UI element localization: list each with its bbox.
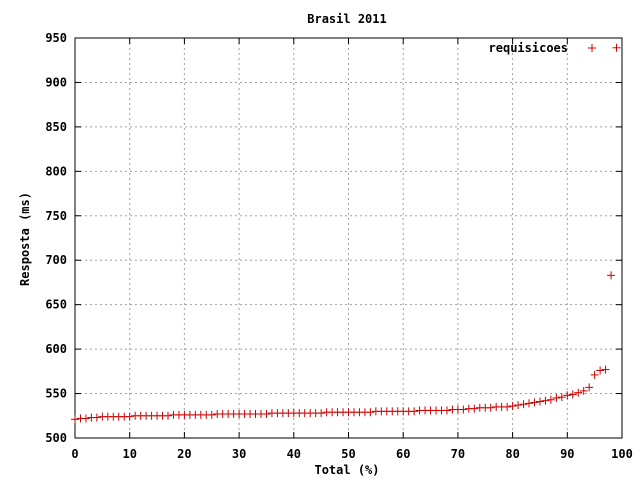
legend-marker: [588, 44, 596, 52]
data-point: [568, 390, 577, 399]
plot-border: [74, 37, 623, 439]
y-tick-label: 900: [45, 75, 67, 89]
x-tick-label: 60: [396, 447, 410, 461]
data-point: [442, 406, 451, 415]
x-tick-labels: 0 10 20 30 40 50 60 70 80 90 100: [71, 447, 632, 461]
grid-layer: [75, 38, 622, 438]
x-tick-label: 0: [71, 447, 78, 461]
y-tick-label: 500: [45, 431, 67, 445]
data-point: [125, 412, 134, 421]
legend-marker-symbol: [588, 44, 596, 52]
x-tick-label: 90: [560, 447, 574, 461]
x-tick-label: 10: [122, 447, 136, 461]
y-tick-label: 700: [45, 253, 67, 267]
y-tick-label: 850: [45, 120, 67, 134]
data-point: [546, 395, 555, 404]
x-tick-label: 100: [611, 447, 633, 461]
data-point: [530, 398, 539, 407]
data-point: [612, 43, 621, 52]
data-points: [71, 43, 621, 424]
data-point: [596, 366, 605, 375]
legend: requisicoes: [489, 41, 596, 55]
data-point: [71, 415, 79, 424]
y-tick-label: 750: [45, 209, 67, 223]
x-axis-title: Total (%): [314, 463, 379, 477]
y-tick-label: 550: [45, 387, 67, 401]
data-point: [92, 413, 101, 422]
data-point: [317, 409, 326, 418]
y-tick-label: 950: [45, 31, 67, 45]
y-tick-label: 650: [45, 298, 67, 312]
data-point: [508, 402, 517, 410]
y-tick-labels: 500 550 600 650 700 750 800 850 900 950: [45, 31, 67, 445]
y-axis-title: Resposta (ms): [18, 192, 32, 286]
data-point: [601, 365, 610, 374]
data-point: [514, 401, 523, 410]
legend-label: requisicoes: [489, 41, 568, 55]
data-point: [262, 410, 271, 418]
data-point: [574, 388, 583, 397]
y-tick-label: 800: [45, 164, 67, 178]
data-point: [163, 411, 172, 420]
data-point: [541, 396, 550, 405]
data-point: [607, 271, 616, 280]
x-tick-label: 20: [177, 447, 191, 461]
x-tick-label: 40: [287, 447, 301, 461]
x-tick-label: 70: [451, 447, 465, 461]
y-tick-label: 600: [45, 342, 67, 356]
x-tick-label: 50: [341, 447, 355, 461]
data-point: [535, 397, 544, 406]
data-point: [207, 410, 216, 419]
data-point: [410, 407, 419, 416]
data-point: [552, 394, 561, 402]
data-point: [519, 400, 528, 409]
x-tick-label: 30: [232, 447, 246, 461]
chart-title: Brasil 2011: [307, 12, 386, 26]
data-point: [486, 403, 495, 412]
data-point: [563, 391, 572, 400]
x-tick-label: 80: [505, 447, 519, 461]
data-point: [525, 399, 534, 408]
data-point: [503, 402, 512, 411]
data-point: [585, 383, 594, 392]
data-point: [470, 404, 479, 413]
data-point: [579, 386, 588, 395]
data-point: [557, 393, 566, 402]
data-point: [81, 414, 90, 423]
data-point: [590, 370, 599, 379]
data-point: [366, 408, 375, 417]
data-point: [459, 405, 468, 414]
